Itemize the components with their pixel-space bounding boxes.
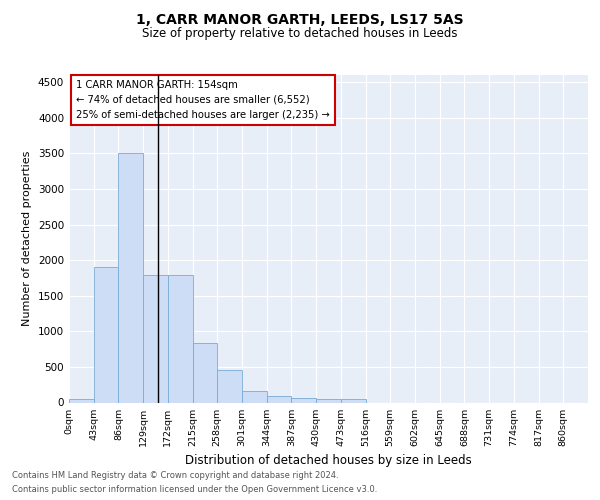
Bar: [217, 370, 242, 402]
Bar: [69, 399, 94, 402]
Bar: [168, 275, 193, 402]
Bar: [193, 342, 217, 402]
Text: Size of property relative to detached houses in Leeds: Size of property relative to detached ho…: [142, 27, 458, 40]
Text: Contains public sector information licensed under the Open Government Licence v3: Contains public sector information licen…: [12, 484, 377, 494]
X-axis label: Distribution of detached houses by size in Leeds: Distribution of detached houses by size …: [185, 454, 472, 467]
Bar: [292, 398, 316, 402]
Bar: [316, 399, 341, 402]
Y-axis label: Number of detached properties: Number of detached properties: [22, 151, 32, 326]
Text: 1, CARR MANOR GARTH, LEEDS, LS17 5AS: 1, CARR MANOR GARTH, LEEDS, LS17 5AS: [136, 13, 464, 27]
Bar: [242, 391, 267, 402]
Text: Contains HM Land Registry data © Crown copyright and database right 2024.: Contains HM Land Registry data © Crown c…: [12, 472, 338, 480]
Bar: [118, 154, 143, 402]
Text: 1 CARR MANOR GARTH: 154sqm
← 74% of detached houses are smaller (6,552)
25% of s: 1 CARR MANOR GARTH: 154sqm ← 74% of deta…: [76, 80, 330, 120]
Bar: [267, 396, 292, 402]
Bar: [94, 267, 118, 402]
Bar: [143, 275, 168, 402]
Bar: [341, 398, 365, 402]
